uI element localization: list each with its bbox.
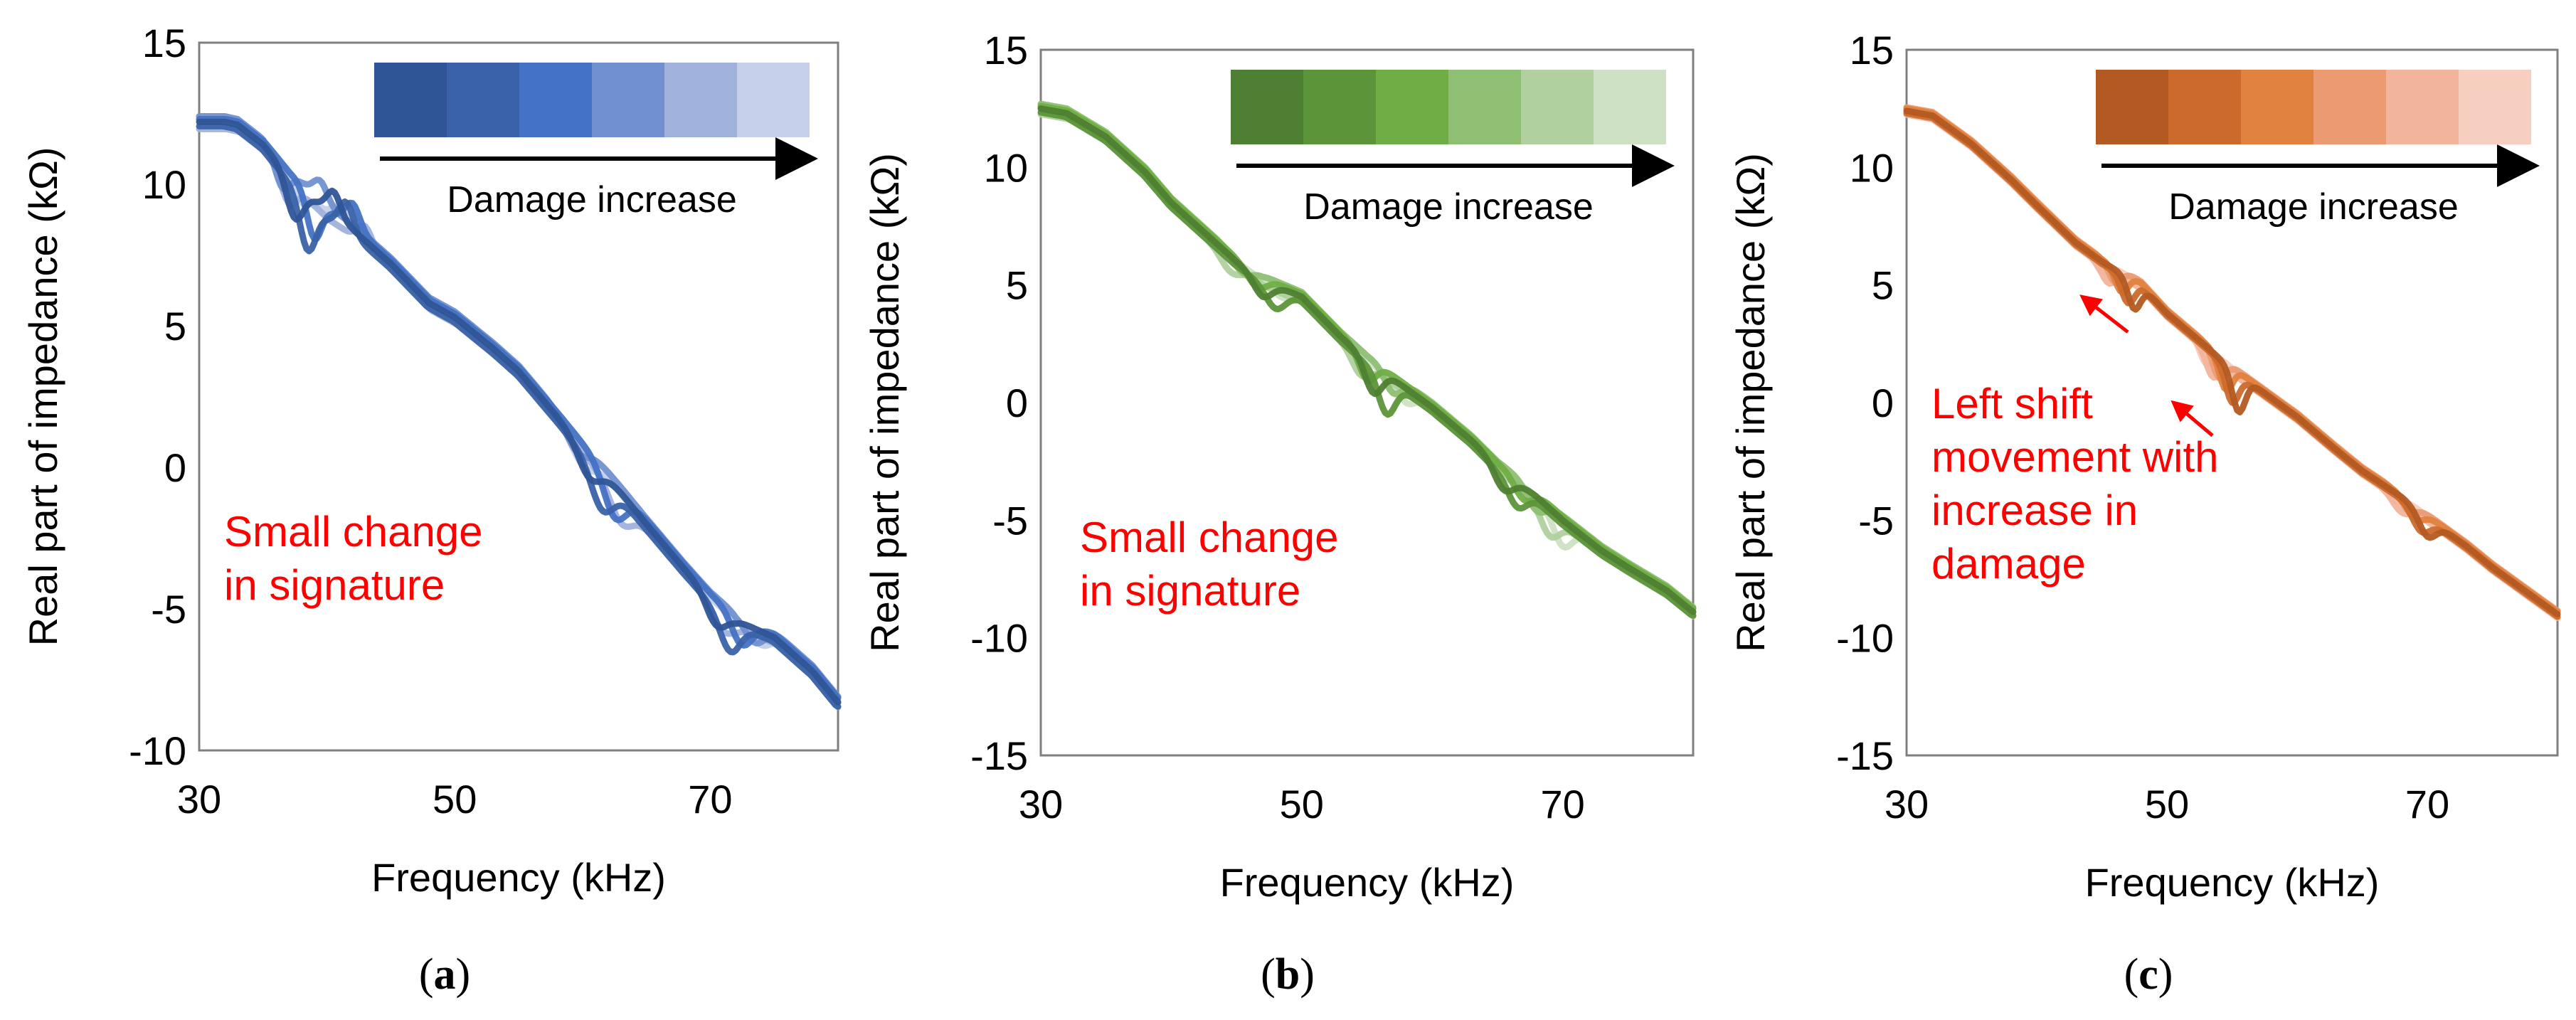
y-tick-label: 0	[1872, 381, 1894, 425]
shift-arrow-1	[2079, 294, 2129, 334]
x-tick-label: 70	[1540, 782, 1584, 827]
y-tick-label: -10	[129, 728, 186, 773]
y-tick-label: -15	[1836, 733, 1894, 778]
panel-caption-letter: b	[1276, 950, 1300, 999]
y-tick-label: -15	[970, 733, 1028, 778]
colorbar-swatch-3	[1376, 70, 1448, 144]
colorbar-label: Damage increase	[1303, 186, 1594, 228]
colorbar-swatch-5	[2386, 70, 2459, 144]
colorbar-swatch-6	[2459, 70, 2531, 144]
damage-series-1	[1903, 107, 2561, 618]
y-tick-label: 10	[142, 162, 186, 207]
y-tick-label: -5	[151, 587, 186, 632]
annotation-line: damage	[1931, 540, 2086, 588]
panel-caption-letter: c	[2138, 950, 2158, 999]
x-tick-label: 70	[2405, 782, 2449, 827]
plot-frame	[198, 41, 839, 752]
colorbar-swatch-2	[447, 63, 519, 137]
y-axis-label: Real part of impedance (kΩ)	[862, 153, 907, 652]
annotation-line: movement with	[1931, 433, 2218, 481]
y-tick-label: 10	[1850, 145, 1894, 190]
y-tick-label: -5	[1858, 498, 1894, 543]
damage-series-2	[196, 122, 842, 710]
colorbar-swatch-5	[1521, 70, 1594, 144]
annotation-line: increase in	[1931, 487, 2138, 534]
y-axis-label: Real part of impedance (kΩ)	[1728, 153, 1773, 652]
colorbar-swatch-4	[2313, 70, 2386, 144]
colorbar-swatch-1	[1231, 70, 1303, 144]
panel-caption-letter: a	[434, 950, 456, 999]
annotation-line: Left shift	[1931, 380, 2093, 427]
colorbar-swatch-4	[592, 63, 664, 137]
x-tick-label: 50	[2145, 782, 2189, 827]
damage-series-2	[1037, 109, 1697, 619]
colorbar-swatch-6	[737, 63, 810, 137]
panel-caption: (a)	[419, 950, 470, 999]
y-tick-label: 10	[984, 145, 1028, 190]
colorbar-swatch-1	[374, 63, 447, 137]
annotation-line: in signature	[224, 561, 445, 609]
y-tick-label: 0	[1006, 381, 1028, 425]
x-tick-label: 30	[177, 777, 221, 822]
x-tick-label: 50	[1280, 782, 1324, 827]
x-tick-label: 30	[1885, 782, 1929, 827]
shift-arrow-2	[2170, 400, 2214, 437]
x-axis-label: Frequency (kHz)	[1220, 860, 1515, 905]
y-tick-label: 5	[1872, 263, 1894, 308]
colorbar-swatch-3	[2241, 70, 2313, 144]
y-tick-label: 5	[1006, 263, 1028, 308]
y-tick-label: 5	[164, 304, 186, 349]
x-axis-label: Frequency (kHz)	[2085, 860, 2380, 905]
plot-frame	[1905, 48, 2559, 757]
colorbar-swatch-1	[2096, 70, 2168, 144]
y-tick-label: -10	[1836, 616, 1894, 661]
damage-series-3	[1903, 105, 2561, 615]
y-tick-label: -5	[992, 498, 1028, 543]
panel-caption: (c)	[2124, 950, 2173, 999]
y-tick-label: 15	[984, 28, 1028, 73]
plot-frame	[1039, 48, 1695, 757]
annotation-line: Small change	[224, 508, 483, 556]
colorbar-swatch-5	[664, 63, 737, 137]
x-tick-label: 30	[1019, 782, 1063, 827]
colorbar-swatch-6	[1594, 70, 1666, 144]
y-tick-label: -10	[970, 616, 1028, 661]
x-tick-label: 70	[688, 777, 732, 822]
colorbar-label: Damage increase	[2168, 186, 2459, 228]
colorbar-swatch-4	[1448, 70, 1521, 144]
x-tick-label: 50	[433, 777, 477, 822]
damage-series-1	[1037, 105, 1697, 615]
x-axis-label: Frequency (kHz)	[371, 855, 666, 900]
y-tick-label: 0	[164, 445, 186, 490]
y-tick-label: 15	[142, 21, 186, 65]
colorbar-swatch-2	[2168, 70, 2241, 144]
y-tick-label: 15	[1850, 28, 1894, 73]
damage-series-1	[196, 118, 842, 706]
annotation-line: Small change	[1080, 514, 1339, 561]
panel-caption: (b)	[1261, 950, 1315, 999]
y-axis-label: Real part of impedance (kΩ)	[21, 147, 65, 647]
colorbar-swatch-3	[519, 63, 592, 137]
colorbar-label: Damage increase	[447, 179, 737, 221]
colorbar-swatch-2	[1303, 70, 1376, 144]
annotation-line: in signature	[1080, 567, 1300, 615]
